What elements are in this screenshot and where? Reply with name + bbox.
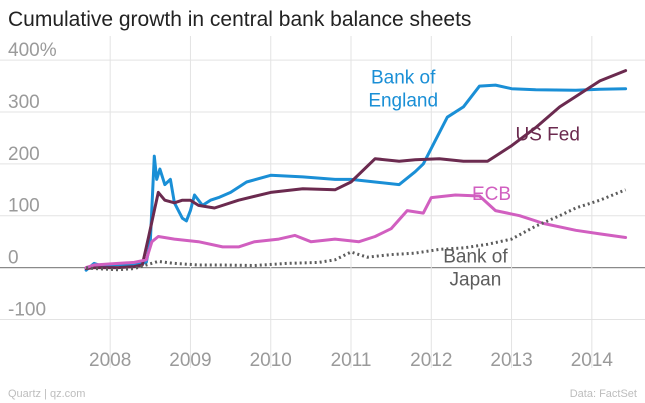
x-tick-label: 2012: [410, 350, 452, 371]
y-tick-label: 0: [8, 248, 19, 269]
y-tick-label: 300: [8, 92, 40, 113]
x-tick-label: 2008: [89, 350, 131, 371]
x-tick-label: 2011: [331, 350, 372, 371]
series-line-bank-of-england: [84, 83, 628, 272]
series-line-ecb: [84, 193, 628, 270]
y-tick-label: 100: [8, 196, 40, 217]
series-label-us-fed: US Fed: [515, 125, 579, 146]
x-axis: 2008 2009 2010 2011 2012 2013 2014: [89, 350, 613, 371]
series-labels: Bank of England US Fed ECB Bank of Japan: [368, 68, 580, 291]
x-tick-label: 2010: [250, 350, 292, 371]
series-line-us-fed: [84, 69, 628, 271]
series-label-ecb: ECB: [472, 184, 511, 205]
plot-area: [84, 69, 628, 272]
grid: [0, 36, 645, 368]
series-label-bank-of-england: Bank of England: [368, 68, 438, 112]
y-axis: 400% 300 200 100 0 -100: [8, 40, 57, 320]
x-tick-label: 2014: [571, 350, 614, 371]
footer-source-left: Quartz | qz.com: [8, 388, 85, 400]
x-tick-label: 2013: [490, 350, 532, 371]
y-tick-label: 200: [8, 144, 40, 165]
y-tick-label: 400%: [8, 40, 57, 61]
x-tick-label: 2009: [169, 350, 211, 371]
footer-source-right: Data: FactSet: [570, 388, 637, 400]
chart-title: Cumulative growth in central bank balanc…: [8, 8, 471, 31]
series-label-bank-of-japan: Bank of Japan: [443, 246, 508, 290]
y-tick-label: -100: [8, 299, 46, 320]
